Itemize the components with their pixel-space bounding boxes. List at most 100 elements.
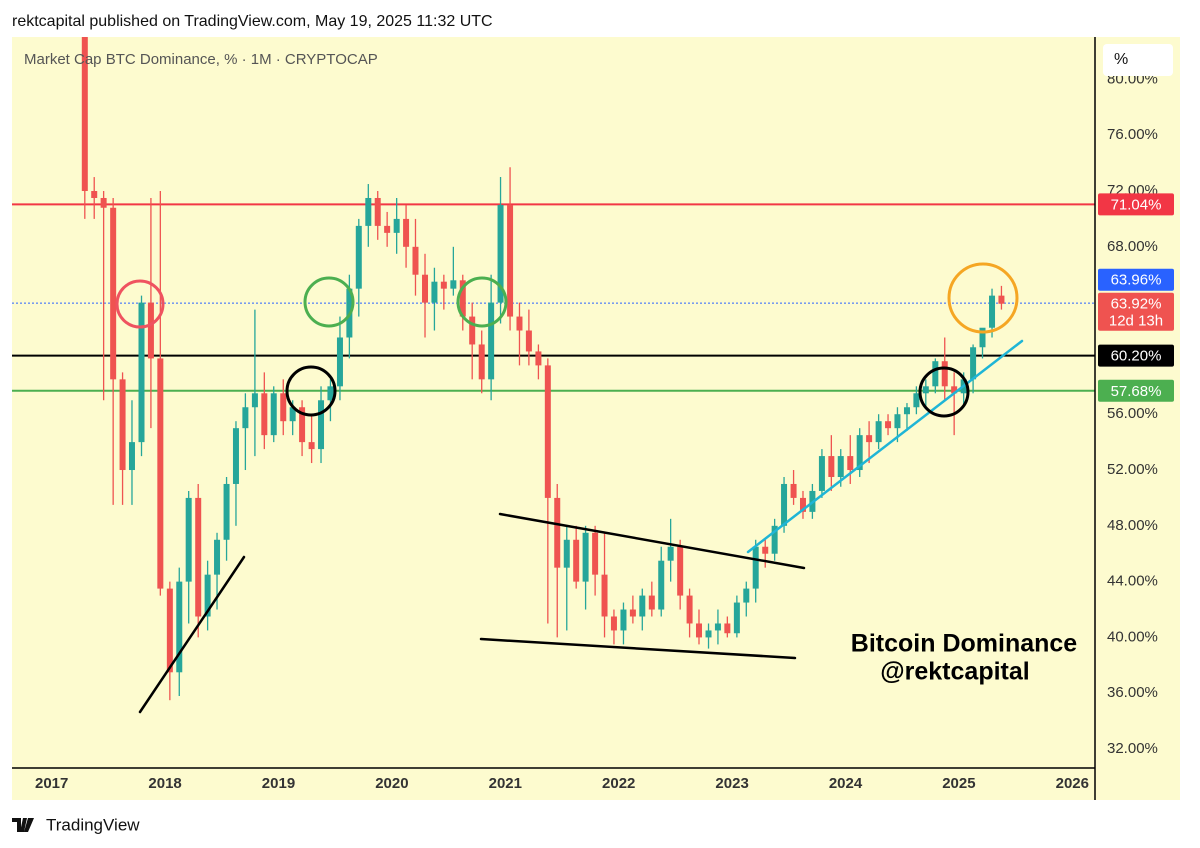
candle-body xyxy=(318,400,325,450)
x-tick-label: 2023 xyxy=(715,775,748,792)
candle-body xyxy=(365,197,372,226)
candle-body xyxy=(412,246,419,275)
circle-marker xyxy=(456,276,508,328)
candle-body xyxy=(214,539,221,575)
candle-body xyxy=(620,609,627,631)
candle-body xyxy=(582,532,589,582)
candle-body xyxy=(752,546,759,589)
candle-body xyxy=(270,393,277,436)
y-tick-label: 40.00% xyxy=(1107,628,1158,645)
candle-body xyxy=(629,609,636,617)
candle-body xyxy=(799,497,806,512)
chart-background xyxy=(12,37,1180,800)
candle-body xyxy=(195,497,202,617)
candle-body xyxy=(242,407,249,429)
candle-body xyxy=(251,393,258,408)
candle-body xyxy=(308,442,315,450)
price-label-box xyxy=(1098,268,1174,291)
candle-body xyxy=(110,207,117,380)
last-price-box xyxy=(1098,292,1174,331)
price-label-box xyxy=(1098,379,1174,402)
candle-body xyxy=(544,365,551,498)
price-label: 60.20% xyxy=(1111,348,1162,365)
candle-body xyxy=(733,602,740,634)
candle-body xyxy=(922,386,929,394)
y-tick-label: 52.00% xyxy=(1107,461,1158,478)
candle-body xyxy=(459,280,466,317)
candle-body xyxy=(497,204,504,303)
candle-body xyxy=(847,456,854,471)
x-tick-label: 2024 xyxy=(829,775,863,792)
unit-button-label[interactable]: % xyxy=(1114,51,1128,68)
candle-body xyxy=(488,302,495,380)
candle-body xyxy=(554,497,561,568)
candle-body xyxy=(610,616,617,631)
candle-body xyxy=(176,581,183,673)
candle-body xyxy=(157,358,164,589)
candle-body xyxy=(232,428,239,484)
x-tick-label: 2021 xyxy=(489,775,522,792)
price-label: 63.96% xyxy=(1111,272,1162,289)
price-label-box xyxy=(1098,344,1174,367)
x-tick-label: 2018 xyxy=(148,775,181,792)
candle-body xyxy=(913,393,920,408)
y-tick-label: 36.00% xyxy=(1107,684,1158,701)
annotation: Bitcoin Dominance xyxy=(851,630,1078,658)
footer-brand: TradingView xyxy=(46,815,140,834)
candle-body xyxy=(705,630,712,638)
circle-marker xyxy=(947,262,1019,334)
candle-body xyxy=(440,281,447,289)
candle-body xyxy=(818,456,825,491)
candle-body xyxy=(525,330,532,352)
candle-body xyxy=(828,456,835,477)
candle-body xyxy=(837,456,844,477)
candle-body xyxy=(970,347,977,380)
candle-body xyxy=(573,539,580,582)
x-tick-label: 2017 xyxy=(35,775,68,792)
candle-body xyxy=(903,407,910,415)
price-label-box xyxy=(1098,193,1174,216)
candle-body xyxy=(894,414,901,429)
candle-body xyxy=(147,302,154,359)
candle-body xyxy=(91,191,98,198)
unit-button[interactable] xyxy=(1103,44,1173,76)
price-label: 57.68% xyxy=(1111,383,1162,400)
candle-body xyxy=(393,218,400,233)
candle-body xyxy=(374,197,381,226)
y-tick-label: 68.00% xyxy=(1107,238,1158,255)
candle-body xyxy=(431,281,438,303)
candle-body xyxy=(601,574,608,617)
drawings xyxy=(115,262,1024,714)
trend-line xyxy=(479,637,797,660)
candle-body xyxy=(563,539,570,568)
candle-body xyxy=(781,483,788,526)
candle-body xyxy=(979,327,986,348)
candle-body xyxy=(355,225,362,289)
candle-body xyxy=(185,497,192,582)
candle-body xyxy=(280,393,287,422)
candle-body xyxy=(327,386,334,401)
candle-body xyxy=(989,295,996,328)
candle-body xyxy=(223,483,230,540)
candle-body xyxy=(648,595,655,610)
candle-body xyxy=(384,225,391,233)
countdown-label: 12d 13h xyxy=(1109,313,1163,330)
candle-body xyxy=(422,274,429,303)
candle-body xyxy=(478,344,485,380)
candle-body xyxy=(762,546,769,554)
candle-body xyxy=(261,393,268,436)
candle-body xyxy=(516,316,523,331)
candle-body xyxy=(639,595,646,617)
y-tick-label: 48.00% xyxy=(1107,517,1158,534)
candle-body xyxy=(875,421,882,443)
candle-body xyxy=(469,316,476,345)
candle-body xyxy=(289,407,296,422)
candle-body xyxy=(658,560,665,610)
candle-body xyxy=(299,407,306,443)
last-price-label: 63.92% xyxy=(1111,296,1162,313)
y-tick-label: 56.00% xyxy=(1107,405,1158,422)
annotation: @rektcapital xyxy=(880,658,1029,686)
candle-body xyxy=(336,337,343,387)
candle-body xyxy=(204,574,211,617)
